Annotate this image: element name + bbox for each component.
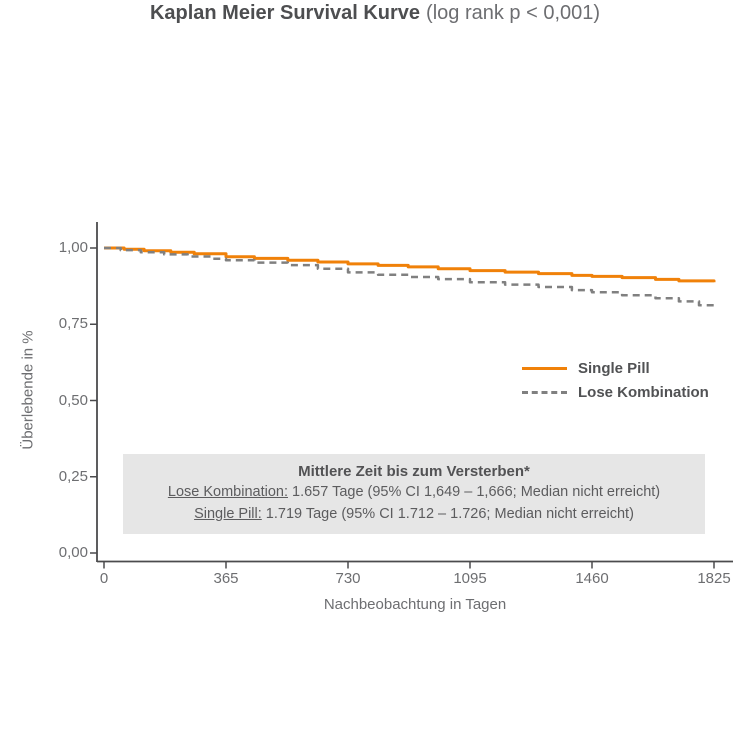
x-tick-label: 1825 (697, 570, 731, 587)
y-tick-label: 0,50 (58, 391, 88, 409)
annotation-title: Mittlere Zeit bis zum Versterben* (298, 463, 530, 480)
chart-title: Kaplan Meier Survival Kurve (log rank p <… (0, 0, 750, 26)
y-tick-label: 0,75 (58, 315, 88, 333)
x-tick-label: 1095 (453, 570, 487, 587)
legend-item-lose-kombination: Lose Kombination (522, 380, 709, 404)
annotation-text-single-pill: 1.719 Tage (95% CI 1.712 – 1.726; Median… (261, 505, 634, 522)
legend-item-single-pill: Single Pill (522, 356, 709, 380)
x-axis-title: Nachbeobachtung in Tagen (323, 596, 507, 613)
annotation-label-lose-kombination: Lose Kombination: (167, 484, 288, 500)
legend-label-lose-kombination: Lose Kombination (578, 383, 709, 401)
y-tick-label: 1,00 (58, 239, 88, 256)
y-axis-title: Überlebende in % (19, 330, 37, 450)
legend: Single Pill Lose Kombination (522, 356, 709, 404)
x-tick-label: 0 (99, 570, 109, 587)
x-tick-label: 730 (335, 570, 361, 587)
annotation-text-lose-kombination: 1.657 Tage (95% CI 1,649 – 1,666; Median… (287, 484, 661, 500)
annotation-row-lose-kombination: Lose Kombination: 1.657 Tage (95% CI 1,6… (123, 482, 705, 504)
x-tick-label: 365 (213, 570, 239, 587)
legend-label-single-pill: Single Pill (578, 359, 650, 377)
survival-curve-lose-kombination (104, 246, 716, 309)
annotation-row-single-pill: Single Pill: 1.719 Tage (95% CI 1.712 – … (123, 504, 705, 526)
dashed-line-swatch-icon (522, 390, 567, 394)
mean-time-annotation-box: Mittlere Zeit bis zum Versterben* Lose K… (123, 454, 705, 534)
survival-curve-single-pill (104, 246, 716, 283)
y-tick-label: 0,25 (58, 467, 88, 485)
annotation-label-single-pill: Single Pill: (194, 505, 262, 522)
solid-line-swatch-icon (522, 366, 567, 370)
chart-title-main: Kaplan Meier Survival Kurve (149, 2, 421, 24)
chart-title-pvalue: (log rank p < 0,001) (426, 2, 601, 24)
y-tick-label: 0,00 (58, 544, 88, 561)
x-tick-label: 1460 (575, 570, 609, 587)
